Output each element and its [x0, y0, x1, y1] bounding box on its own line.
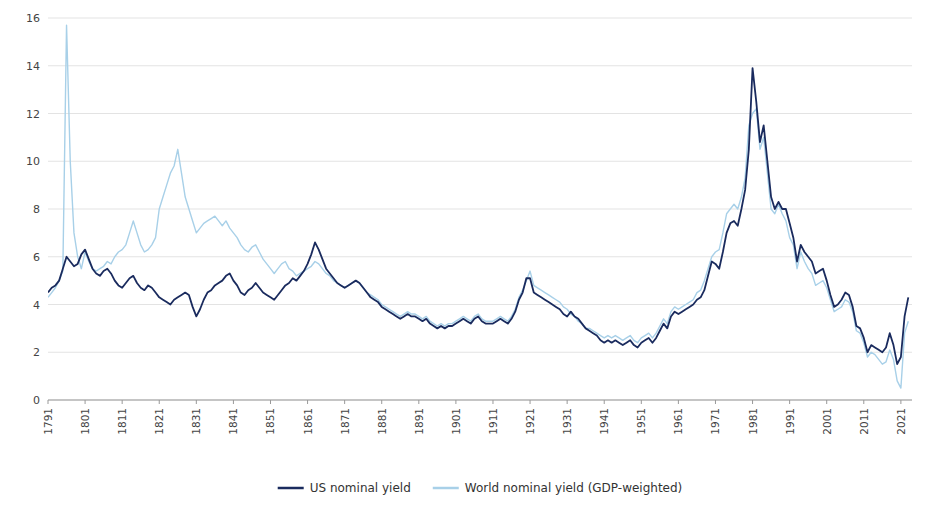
- legend-label: US nominal yield: [310, 481, 411, 495]
- x-tick: [270, 400, 271, 404]
- x-tick-label: 1971: [709, 408, 721, 435]
- x-axis-line: [48, 400, 912, 401]
- x-tick: [85, 400, 86, 404]
- x-tick: [196, 400, 197, 404]
- x-tick-label: 2011: [858, 408, 870, 435]
- lines: [48, 25, 908, 388]
- y-tick-label: 12: [26, 108, 40, 121]
- x-tick: [789, 400, 790, 404]
- grid-line: [48, 400, 912, 401]
- x-tick: [344, 400, 345, 404]
- x-tick-label: 1921: [524, 408, 536, 435]
- legend-swatch: [278, 487, 304, 490]
- x-tick: [418, 400, 419, 404]
- x-tick: [604, 400, 605, 404]
- series-line: [48, 68, 908, 364]
- legend: US nominal yield World nominal yield (GDP…: [278, 481, 683, 495]
- x-ticks: 1791 1801 1811 1821 1831 1841 1851 1861 1871 1881…: [42, 400, 907, 435]
- x-tick-label: 1851: [264, 408, 276, 435]
- grid-line: [48, 304, 912, 305]
- x-tick: [455, 400, 456, 404]
- y-tick-label: 0: [33, 394, 40, 407]
- x-tick-label: 1931: [561, 408, 573, 435]
- x-tick-label: 1841: [227, 408, 239, 435]
- x-tick-label: 2021: [895, 408, 907, 435]
- y-tick-label: 8: [33, 203, 40, 216]
- x-tick-label: 1871: [339, 408, 351, 435]
- x-tick: [678, 400, 679, 404]
- y-tick-label: 14: [26, 60, 40, 73]
- grid-line: [48, 352, 912, 353]
- x-tick-label: 1811: [116, 408, 128, 435]
- x-tick-label: 1991: [784, 408, 796, 435]
- x-tick-label: 1801: [79, 408, 91, 435]
- x-tick-label: 1951: [635, 408, 647, 435]
- series-line: [48, 25, 908, 388]
- x-tick: [307, 400, 308, 404]
- legend-label: World nominal yield (GDP-weighted): [465, 481, 683, 495]
- x-tick-label: 1891: [413, 408, 425, 435]
- x-tick-label: 1911: [487, 408, 499, 435]
- x-tick-label: 1831: [190, 408, 202, 435]
- x-tick: [567, 400, 568, 404]
- y-tick-label: 4: [33, 299, 40, 312]
- x-tick: [159, 400, 160, 404]
- x-tick: [48, 400, 49, 404]
- grid-line: [48, 65, 912, 66]
- x-tick: [530, 400, 531, 404]
- x-tick-label: 1981: [747, 408, 759, 435]
- grid-line: [48, 113, 912, 114]
- y-tick-label: 6: [33, 251, 40, 264]
- x-tick: [233, 400, 234, 404]
- x-tick-label: 1941: [598, 408, 610, 435]
- x-tick-label: 1901: [450, 408, 462, 435]
- y-grid: 0 2 4 6 8 10 12 14 16: [26, 12, 912, 407]
- x-tick: [715, 400, 716, 404]
- grid-line: [48, 18, 912, 19]
- x-tick-label: 2001: [821, 408, 833, 435]
- chart: 0 2 4 6 8 10 12 14 16 1791 1801 1811 1821 1831 1841 185…: [0, 0, 930, 519]
- x-tick-label: 1821: [153, 408, 165, 435]
- x-tick-label: 1791: [42, 408, 54, 435]
- x-tick: [492, 400, 493, 404]
- grid-line: [48, 256, 912, 257]
- x-tick-label: 1961: [672, 408, 684, 435]
- y-tick-label: 16: [26, 12, 40, 25]
- x-tick: [381, 400, 382, 404]
- x-tick: [900, 400, 901, 404]
- x-tick-label: 1861: [302, 408, 314, 435]
- x-tick: [641, 400, 642, 404]
- legend-swatch: [433, 487, 459, 490]
- x-tick: [752, 400, 753, 404]
- grid-line: [48, 161, 912, 162]
- y-tick-label: 10: [26, 155, 40, 168]
- x-tick: [863, 400, 864, 404]
- y-tick-label: 2: [33, 346, 40, 359]
- x-tick: [826, 400, 827, 404]
- x-tick: [122, 400, 123, 404]
- x-tick-label: 1881: [376, 408, 388, 435]
